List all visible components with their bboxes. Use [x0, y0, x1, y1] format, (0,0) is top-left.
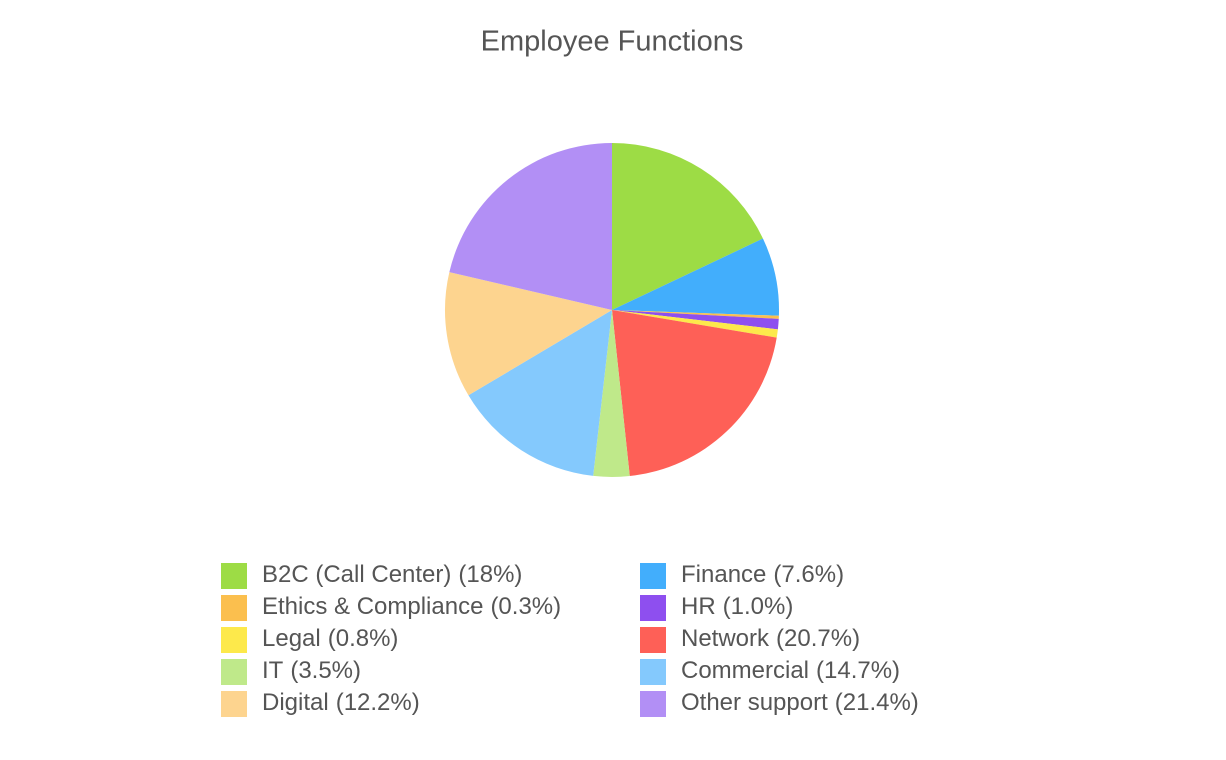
legend-swatch [221, 659, 247, 685]
chart-title: Employee Functions [481, 26, 744, 58]
legend-name: Digital [262, 689, 329, 716]
pie-slice [612, 310, 779, 330]
legend-swatch [221, 627, 247, 653]
pie-slice [612, 143, 763, 310]
legend-value: (18%) [458, 561, 522, 588]
legend-name: Commercial [681, 657, 809, 684]
pie-slice [612, 310, 778, 338]
pie-slice [468, 310, 612, 476]
legend-name: Legal [262, 625, 321, 652]
legend-value: (3.5%) [290, 657, 361, 684]
legend-swatch [640, 691, 666, 717]
legend-label: Finance (7.6%) [681, 561, 844, 588]
legend-swatch [221, 595, 247, 621]
legend-value: (12.2%) [336, 689, 420, 716]
legend-name: Other support [681, 689, 828, 716]
legend-name: Ethics & Compliance [262, 593, 483, 620]
legend-swatch [221, 563, 247, 589]
legend-value: (7.6%) [773, 561, 844, 588]
legend-value: (21.4%) [835, 689, 919, 716]
legend-swatch [221, 691, 247, 717]
legend-label: Commercial (14.7%) [681, 657, 900, 684]
legend-name: HR [681, 593, 716, 620]
legend-label: Ethics & Compliance (0.3%) [262, 593, 561, 620]
pie-slice [612, 310, 779, 319]
legend-name: Network [681, 625, 770, 652]
legend-label: HR (1.0%) [681, 593, 793, 620]
pie-slice [445, 272, 612, 396]
legend-swatch [640, 595, 666, 621]
legend-name: Finance [681, 561, 766, 588]
pie-slice [593, 310, 630, 478]
legend-label: IT (3.5%) [262, 657, 361, 684]
pie-slice [449, 143, 612, 310]
legend-swatch [640, 659, 666, 685]
legend-value: (1.0%) [723, 593, 794, 620]
pie-slice [612, 310, 777, 477]
legend-value: (0.3%) [490, 593, 561, 620]
legend-name: B2C (Call Center) [262, 561, 451, 588]
legend-label: Legal (0.8%) [262, 625, 398, 652]
legend-swatch [640, 627, 666, 653]
legend-label: Other support (21.4%) [681, 689, 919, 716]
legend-value: (0.8%) [328, 625, 399, 652]
legend-swatch [640, 563, 666, 589]
legend-name: IT [262, 657, 284, 684]
legend-label: B2C (Call Center) (18%) [262, 561, 522, 588]
legend-value: (20.7%) [776, 625, 860, 652]
legend-label: Network (20.7%) [681, 625, 860, 652]
legend-label: Digital (12.2%) [262, 689, 420, 716]
pie-slice [612, 238, 779, 316]
legend-value: (14.7%) [816, 657, 900, 684]
